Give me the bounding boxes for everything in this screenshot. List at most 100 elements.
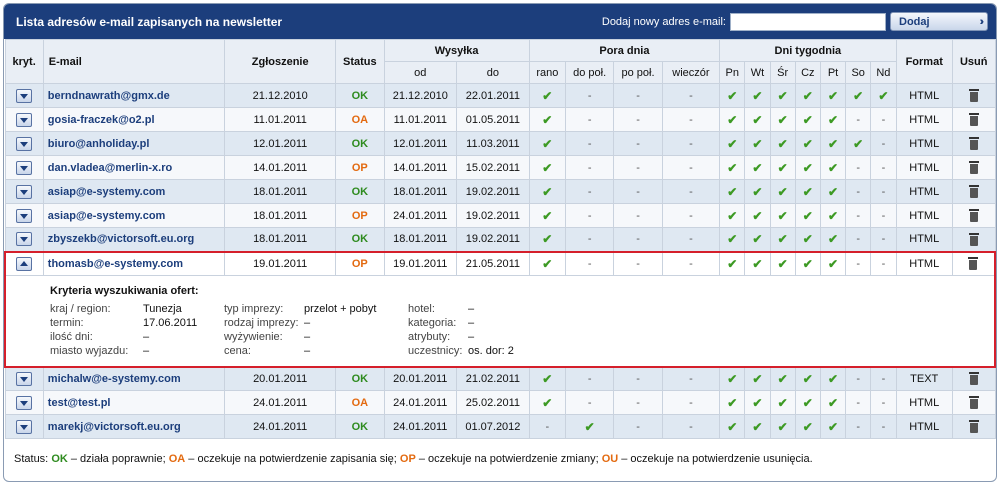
trash-icon[interactable] xyxy=(968,420,979,433)
send-from-cell: 11.01.2011 xyxy=(383,107,458,132)
signup-date-cell: 21.12.2010 xyxy=(224,83,337,108)
status-cell: OA xyxy=(335,390,385,415)
time-wieczor-cell: - xyxy=(661,155,721,180)
trash-icon[interactable] xyxy=(968,209,979,222)
time-wieczor-cell: - xyxy=(661,250,721,276)
col-po-pol: po poł. xyxy=(613,61,663,84)
day-pt-cell: ✔ xyxy=(819,366,847,391)
signup-date-cell-value: 14.01.2011 xyxy=(253,161,308,174)
dash: - xyxy=(689,233,693,246)
trash-icon[interactable] xyxy=(968,113,979,126)
check-icon: ✔ xyxy=(752,160,763,175)
trash-icon[interactable] xyxy=(968,161,979,174)
day-pn-cell: ✔ xyxy=(719,131,746,156)
check-icon: ✔ xyxy=(802,395,813,410)
delete-cell xyxy=(951,131,996,156)
dash: - xyxy=(636,257,640,270)
expand-criteria-button[interactable] xyxy=(16,184,33,199)
day-pt-cell: ✔ xyxy=(819,203,847,228)
dash: - xyxy=(636,137,640,150)
day-so-cell: - xyxy=(845,250,872,276)
add-email-button[interactable]: Dodaj ›› xyxy=(890,12,988,31)
legend-ou-text: – oczekuje na potwierdzenie usunięcia. xyxy=(621,453,813,465)
day-nd-cell: - xyxy=(870,366,897,391)
add-email-input[interactable] xyxy=(730,12,886,31)
dash: - xyxy=(636,372,640,385)
check-icon: ✔ xyxy=(752,232,763,247)
check-icon: ✔ xyxy=(802,160,813,175)
check-icon: ✔ xyxy=(727,184,738,199)
trash-icon[interactable] xyxy=(968,137,979,150)
col-day-cz: Cz xyxy=(794,61,821,84)
col-do: do xyxy=(456,61,530,84)
expand-criteria-button[interactable] xyxy=(16,371,33,386)
day-pt-cell: ✔ xyxy=(819,179,847,204)
status-cell: OK xyxy=(335,414,385,439)
expand-criteria-button[interactable] xyxy=(16,160,33,175)
day-so-cell: ✔ xyxy=(845,131,872,156)
status-badge: OK xyxy=(351,89,369,102)
signup-date-cell-value: 20.01.2011 xyxy=(253,372,308,385)
time-po-pol-cell: - xyxy=(613,390,663,415)
time-rano-cell: - xyxy=(528,414,566,439)
signup-date-cell-value: 11.01.2011 xyxy=(253,113,307,126)
expand-criteria-button[interactable] xyxy=(16,112,33,127)
dash: - xyxy=(881,420,886,433)
send-from-cell-value: 12.01.2011 xyxy=(393,137,448,150)
expand-criteria-button[interactable] xyxy=(16,232,33,247)
dash: - xyxy=(856,372,861,385)
table-row: asiap@e-systemy.com 18.01.2011 OK 18.01.201… xyxy=(4,179,996,204)
expand-cell xyxy=(4,203,44,228)
trash-icon[interactable] xyxy=(968,185,979,198)
check-icon: ✔ xyxy=(727,232,738,247)
expand-criteria-button[interactable] xyxy=(16,136,33,151)
col-pora-dnia: Pora dnia xyxy=(528,39,721,62)
send-to-cell: 21.02.2011 xyxy=(456,366,530,391)
check-icon: ✔ xyxy=(802,136,813,151)
collapse-criteria-button[interactable] xyxy=(16,256,33,271)
check-icon: ✔ xyxy=(777,88,788,103)
time-do-pol-cell: ✔ xyxy=(564,414,615,439)
time-rano-cell: ✔ xyxy=(528,107,566,132)
time-rano-cell: ✔ xyxy=(528,131,566,156)
day-wt-cell: ✔ xyxy=(744,250,771,276)
time-po-pol-cell: - xyxy=(613,107,663,132)
expand-cell xyxy=(4,250,44,276)
status-cell: OK xyxy=(335,179,385,204)
signup-date-cell-value: 24.01.2011 xyxy=(253,420,308,433)
signup-date-cell: 18.01.2011 xyxy=(224,203,337,228)
expand-cell xyxy=(4,83,44,108)
expand-criteria-button[interactable] xyxy=(16,88,33,103)
trash-icon[interactable] xyxy=(968,396,979,409)
panel-header: Lista adresów e-mail zapisanych na newsl… xyxy=(4,4,996,39)
day-cz-cell: ✔ xyxy=(794,155,821,180)
time-rano-cell: ✔ xyxy=(528,83,566,108)
trash-icon[interactable] xyxy=(968,89,979,102)
email-cell: biuro@anholiday.pl xyxy=(42,131,226,156)
dash: - xyxy=(881,209,886,222)
expand-criteria-button[interactable] xyxy=(16,419,33,434)
time-po-pol-cell: - xyxy=(613,131,663,156)
check-icon: ✔ xyxy=(827,136,839,151)
check-icon: ✔ xyxy=(752,371,763,386)
check-icon: ✔ xyxy=(752,112,763,127)
expand-cell xyxy=(4,155,44,180)
send-to-cell-value: 01.05.2011 xyxy=(465,113,521,126)
time-rano-cell: ✔ xyxy=(528,366,566,391)
expand-criteria-button[interactable] xyxy=(16,208,33,223)
expand-criteria-button[interactable] xyxy=(16,395,33,410)
format-cell-value: HTML xyxy=(909,113,940,126)
day-wt-cell: ✔ xyxy=(744,83,771,108)
time-wieczor-cell: - xyxy=(661,227,721,252)
time-rano-cell: ✔ xyxy=(528,250,566,276)
day-sr-cell: ✔ xyxy=(769,179,796,204)
send-from-cell: 19.01.2011 xyxy=(383,250,458,276)
trash-icon[interactable] xyxy=(968,257,979,271)
check-icon: ✔ xyxy=(802,256,813,271)
send-to-cell-value: 21.05.2011 xyxy=(465,257,521,270)
email-cell-value: marekj@victorsoft.eu.org xyxy=(47,420,181,433)
day-pn-cell: ✔ xyxy=(719,390,746,415)
trash-icon[interactable] xyxy=(968,232,979,246)
day-pt-cell: ✔ xyxy=(819,414,847,439)
trash-icon[interactable] xyxy=(968,372,979,386)
